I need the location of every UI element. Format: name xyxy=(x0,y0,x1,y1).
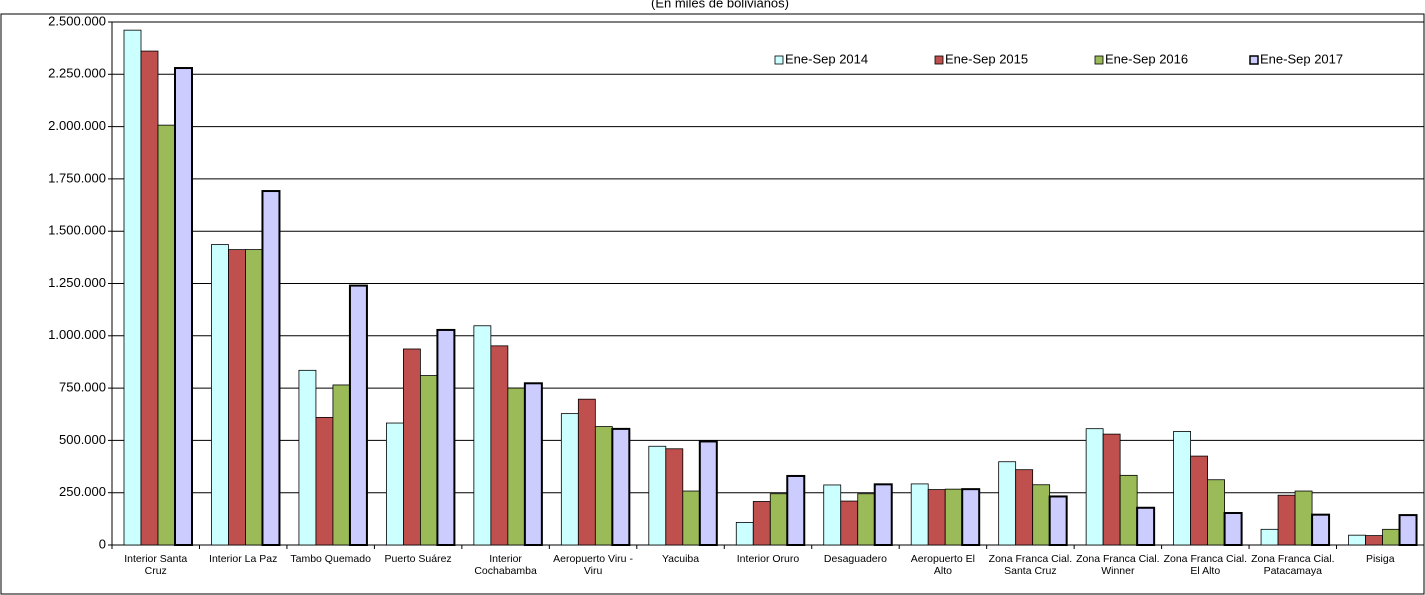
bar xyxy=(228,249,246,546)
bar xyxy=(698,440,718,547)
bar xyxy=(1294,490,1313,546)
y-tick-label: 2.250.000 xyxy=(48,66,106,81)
bar xyxy=(944,488,963,546)
bar xyxy=(1207,479,1225,546)
x-tick-label: Aeropuerto Viru - Viru xyxy=(553,553,633,577)
bar xyxy=(752,501,771,546)
bar xyxy=(1015,469,1034,546)
bar xyxy=(1382,528,1400,546)
x-tick-label: Zona Franca Cial. Winner xyxy=(1076,553,1160,577)
bar xyxy=(1032,484,1051,546)
bar xyxy=(402,348,421,546)
bar xyxy=(1048,495,1068,547)
bar xyxy=(1365,535,1383,546)
bar xyxy=(419,375,438,546)
bar xyxy=(611,427,631,547)
bar xyxy=(873,483,893,546)
bar xyxy=(1311,513,1331,547)
legend-swatch xyxy=(1094,55,1104,65)
x-tick-label: Aeropuerto El Alto xyxy=(910,553,976,577)
bar xyxy=(123,29,142,546)
bar xyxy=(1190,455,1208,546)
bar xyxy=(1119,474,1138,546)
bar xyxy=(332,384,351,546)
chart-frame xyxy=(0,13,1425,595)
bar xyxy=(682,490,701,546)
legend-label: Ene-Sep 2017 xyxy=(1260,51,1343,66)
bar xyxy=(261,190,281,546)
bar xyxy=(174,67,193,547)
x-tick-label: Yacuiba xyxy=(661,553,700,565)
bar xyxy=(910,483,929,546)
bar xyxy=(1223,511,1243,546)
bar xyxy=(560,413,579,546)
bar xyxy=(577,398,596,546)
bar xyxy=(245,249,263,546)
legend-swatch xyxy=(934,55,944,65)
bar xyxy=(157,124,176,546)
y-tick-label: 2.500.000 xyxy=(48,13,106,28)
x-tick-label: Puerto Suárez xyxy=(384,553,452,565)
y-tick-label: 1.250.000 xyxy=(48,275,106,290)
bar xyxy=(298,369,317,546)
bar xyxy=(315,416,334,546)
x-tick-label: Zona Franca Cial. Patacamaya xyxy=(1251,553,1335,577)
bar xyxy=(998,461,1017,546)
bar xyxy=(1398,514,1418,547)
bar xyxy=(1173,431,1191,546)
legend-swatch xyxy=(1249,55,1259,65)
y-tick-label: 1.500.000 xyxy=(48,223,106,238)
y-tick-label: 250.000 xyxy=(59,484,106,499)
bar xyxy=(211,244,229,546)
bar xyxy=(348,284,368,546)
chart-subtitle: (En miles de bolivianos) xyxy=(651,0,789,10)
bar xyxy=(385,422,404,546)
legend-label: Ene-Sep 2016 xyxy=(1105,51,1188,66)
y-tick-label: 750.000 xyxy=(59,380,106,395)
y-tick-label: 1.000.000 xyxy=(48,327,106,342)
bar xyxy=(1085,428,1104,546)
bar xyxy=(648,445,667,546)
bar xyxy=(594,426,613,546)
y-tick-label: 1.750.000 xyxy=(48,170,106,185)
bar xyxy=(140,50,159,546)
legend-swatch xyxy=(774,55,784,65)
y-tick-label: 2.000.000 xyxy=(48,118,106,133)
x-tick-label: Zona Franca Cial. El Alto xyxy=(1163,553,1248,577)
x-tick-label: Tambo Quemado xyxy=(290,553,371,565)
bar xyxy=(490,345,509,546)
bar xyxy=(523,382,543,546)
legend-label: Ene-Sep 2015 xyxy=(945,51,1028,66)
x-tick-label: Interior La Paz xyxy=(209,553,278,565)
x-tick-label: Pisiga xyxy=(1365,553,1395,565)
bar xyxy=(1277,494,1296,546)
bar xyxy=(1260,528,1279,546)
x-tick-label: Zona Franca Cial. Santa Cruz xyxy=(988,553,1073,577)
bar xyxy=(1348,534,1366,546)
y-tick-label: 0 xyxy=(99,536,106,551)
bar xyxy=(1102,433,1121,546)
bar xyxy=(1136,506,1156,546)
x-tick-label: Interior Santa Cruz xyxy=(124,553,188,577)
x-tick-label: Interior Oruro xyxy=(736,553,800,565)
x-tick-label: Interior Cochabamba xyxy=(474,553,537,577)
bar xyxy=(961,488,981,546)
bar xyxy=(473,325,492,546)
bar xyxy=(507,387,526,546)
bar xyxy=(735,522,754,546)
y-tick-label: 500.000 xyxy=(59,432,106,447)
legend-label: Ene-Sep 2014 xyxy=(785,51,868,66)
bar xyxy=(786,474,806,546)
bar xyxy=(823,484,842,546)
bar xyxy=(436,328,456,547)
bar xyxy=(857,493,876,546)
bar xyxy=(769,493,788,546)
x-tick-label: Desaguadero xyxy=(823,553,887,565)
bar xyxy=(927,489,946,546)
bar xyxy=(840,500,859,546)
bar xyxy=(665,448,684,546)
